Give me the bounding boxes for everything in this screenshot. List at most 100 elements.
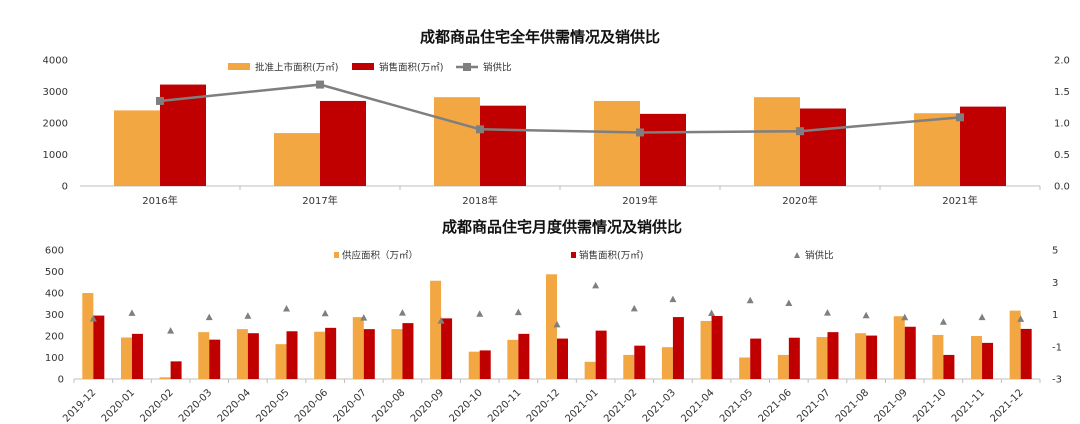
y-tick-label: 0 (62, 182, 68, 193)
sales-bar (286, 331, 298, 379)
x-tick-label: 2021-06 (757, 387, 794, 424)
supply-bar (159, 377, 171, 379)
supply-bar (391, 329, 403, 379)
supply-bar (274, 133, 320, 186)
supply-bar (893, 316, 905, 379)
x-tick-label: 2020-12 (525, 387, 562, 424)
supply-bar (816, 337, 828, 379)
sales-bar (363, 329, 375, 379)
x-tick-label: 2021年 (942, 194, 977, 207)
x-tick-label: 2019年 (622, 194, 657, 207)
x-tick-label: 2020-11 (486, 387, 523, 424)
y2-tick-label: 3 (1052, 278, 1058, 289)
ratio-point (476, 125, 484, 134)
sales-bar (518, 333, 530, 379)
ratio-point (796, 127, 804, 136)
sales-bar (209, 339, 221, 379)
sales-bar (325, 327, 337, 379)
x-tick-label: 2021-05 (718, 387, 755, 424)
sales-bar (402, 323, 414, 379)
x-tick-label: 2020-04 (216, 387, 253, 424)
sales-bar (170, 361, 182, 379)
supply-bar (507, 339, 519, 379)
supply-bar (546, 274, 557, 379)
y2-tick-label: 2.0 (1054, 56, 1070, 67)
ratio-point (128, 309, 136, 316)
sales-bar (595, 330, 607, 379)
x-tick-label: 2021-11 (950, 387, 987, 424)
y-tick-label: 2000 (43, 119, 68, 130)
sales-bar (441, 318, 453, 379)
ratio-point (167, 327, 175, 334)
y-tick-label: 0 (58, 375, 64, 386)
x-tick-label: 2018年 (462, 194, 497, 207)
legend-swatch-sales (352, 63, 374, 70)
legend-swatch-ratio (794, 252, 800, 258)
sales-bar (982, 342, 994, 379)
supply-bar (275, 344, 287, 379)
sales-bar (131, 333, 143, 379)
sales-bar (711, 316, 723, 379)
x-tick-label: 2020-02 (138, 387, 175, 424)
ratio-point (823, 309, 831, 316)
ratio-point (592, 281, 600, 289)
ratio-point (156, 96, 164, 105)
x-tick-label: 2021-12 (988, 387, 1025, 424)
sales-bar (866, 335, 878, 379)
x-tick-label: 2020-09 (409, 387, 446, 424)
y-tick-label: 1000 (43, 150, 68, 161)
supply-bar (623, 354, 635, 379)
y2-tick-label: 1.0 (1054, 119, 1070, 130)
y-tick-label: 300 (45, 310, 64, 321)
y2-tick-label: 1.5 (1054, 87, 1070, 98)
ratio-point (956, 113, 964, 122)
ratio-point (978, 313, 986, 321)
sales-bar (827, 332, 839, 379)
sales-bar (320, 100, 366, 186)
supply-bar (82, 293, 94, 379)
ratio-point (553, 320, 561, 328)
y-tick-label: 600 (45, 246, 64, 257)
y-tick-label: 400 (45, 289, 64, 300)
sales-bar (943, 354, 955, 379)
ratio-point (316, 80, 324, 89)
x-tick-label: 2017年 (302, 194, 337, 207)
chart-title: 成都商品住宅全年供需情况及销供比 (420, 28, 660, 46)
supply-bar (932, 334, 944, 379)
ratio-point (1017, 315, 1025, 322)
x-tick-label: 2020-08 (370, 387, 407, 424)
x-tick-label: 2020年 (782, 194, 817, 207)
x-tick-label: 2016年 (142, 194, 177, 207)
ratio-point (283, 305, 291, 312)
ratio-point (630, 304, 638, 312)
legend-swatch-sales (571, 252, 576, 258)
y2-tick-label: -1 (1052, 342, 1062, 353)
y-tick-label: 100 (45, 353, 64, 364)
x-tick-label: 2021-03 (641, 387, 678, 424)
x-tick-label: 2020-10 (448, 387, 485, 424)
ratio-point (669, 295, 677, 303)
supply-bar (430, 280, 442, 379)
y2-tick-label: -3 (1052, 375, 1062, 386)
ratio-point (360, 314, 368, 321)
supply-bar (314, 331, 326, 379)
supply-bar (739, 357, 751, 379)
legend-label-sales: 销售面积(万㎡) (579, 250, 643, 262)
y2-tick-label: 1 (1052, 310, 1058, 321)
x-tick-label: 2021-01 (563, 387, 600, 424)
y-tick-label: 4000 (43, 56, 68, 67)
supply-bar (661, 347, 673, 379)
sales-bar (160, 84, 206, 186)
legend-label-ratio: 销供比 (483, 62, 512, 74)
supply-bar (1009, 310, 1021, 379)
ratio-point (398, 309, 406, 316)
sales-bar (1020, 328, 1032, 379)
sales-bar (480, 105, 526, 186)
supply-bar (594, 100, 640, 186)
supply-bar (914, 113, 960, 186)
ratio-point (708, 309, 716, 317)
sales-bar (904, 326, 916, 379)
supply-bar (971, 336, 983, 379)
x-tick-label: 2021-04 (679, 387, 716, 424)
